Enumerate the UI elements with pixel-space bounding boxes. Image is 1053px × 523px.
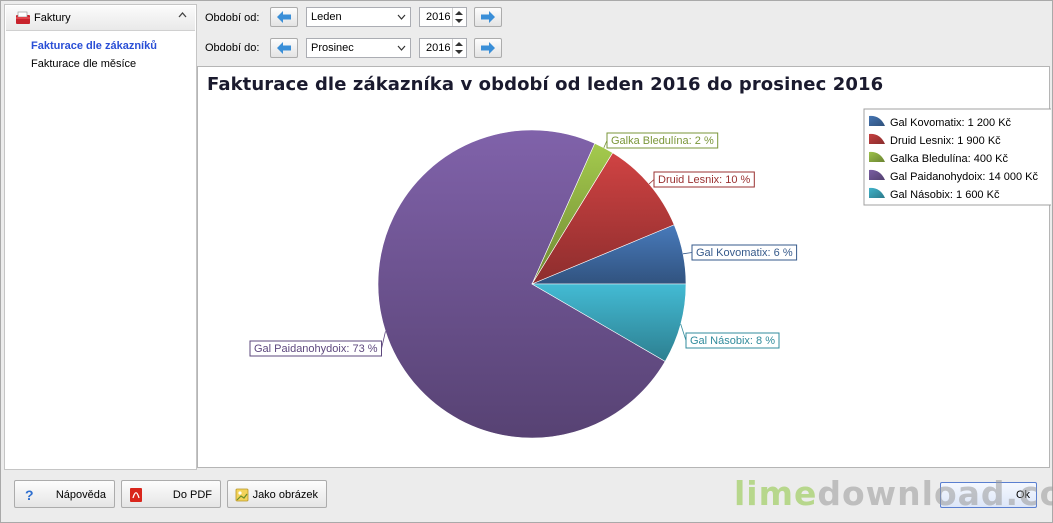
pdf-icon: [129, 487, 143, 503]
period-to-year-value: 2016: [426, 42, 451, 54]
watermark-part-download: download.com: [817, 474, 1053, 513]
sidebar-header-faktury[interactable]: Faktury: [6, 6, 195, 31]
stepper-up-icon[interactable]: [455, 11, 463, 15]
filter-bar: Období od: Leden 2016 Období do: Prosine…: [197, 4, 1050, 62]
data-label-gal-kovomatix: Gal Kovomatix: 6 %: [696, 247, 793, 259]
export-image-button[interactable]: Jako obrázek: [227, 480, 327, 508]
legend-swatch: [869, 115, 885, 126]
leader-line: [603, 140, 608, 148]
leader-line: [682, 252, 693, 255]
legend-swatch: [869, 187, 885, 198]
stepper-down-icon[interactable]: [455, 19, 463, 23]
data-label-gal-n-sobix: Gal Násobix: 8 %: [690, 335, 775, 347]
export-pdf-button[interactable]: Do PDF: [121, 480, 221, 508]
period-from-month-select[interactable]: Leden: [306, 7, 411, 27]
data-label-box: [606, 132, 719, 149]
export-image-button-label: Jako obrázek: [252, 489, 318, 501]
arrow-left-icon: [277, 42, 291, 54]
chart-panel: Fakturace dle zákazníka v období od lede…: [197, 66, 1051, 468]
chevron-down-icon: [397, 43, 406, 55]
year-stepper-arrows[interactable]: [452, 39, 466, 57]
chevron-up-icon[interactable]: [178, 11, 187, 22]
leader-line: [680, 323, 687, 341]
period-to-prev-button[interactable]: [270, 38, 298, 58]
period-from-month-value: Leden: [311, 11, 342, 23]
data-label-box: [249, 340, 382, 357]
data-label-gal-paidanohydoix: Gal Paidanohydoix: 73 %: [254, 343, 378, 355]
period-to-month-value: Prosinec: [311, 42, 354, 54]
arrow-right-icon: [481, 11, 495, 23]
arrow-left-icon: [277, 11, 291, 23]
legend-swatch: [869, 151, 885, 162]
data-label-box: [685, 332, 780, 349]
stepper-down-icon[interactable]: [455, 50, 463, 54]
period-to-month-select[interactable]: Prosinec: [306, 38, 411, 58]
legend-swatch: [869, 133, 885, 144]
sidebar-header-title: Faktury: [34, 12, 71, 24]
help-button-label: Nápověda: [55, 489, 106, 501]
legend-entry-gal-n-sobix: Gal Násobix: 1 600 Kč: [890, 189, 1000, 201]
period-from-label: Období od:: [205, 12, 260, 24]
ok-button-label: Ok: [1015, 489, 1030, 501]
data-label-druid-lesnix: Druid Lesnix: 10 %: [658, 174, 751, 186]
bottom-toolbar: ? Nápověda Do PDF Jako obrázek: [4, 470, 1050, 518]
year-stepper-arrows[interactable]: [452, 8, 466, 26]
legend-entry-gal-kovomatix: Gal Kovomatix: 1 200 Kč: [890, 117, 1012, 129]
pie-slice-gal-n-sobix: [530, 283, 687, 362]
leader-line: [381, 331, 386, 349]
ok-button[interactable]: Ok: [940, 482, 1037, 508]
data-label-box: [691, 244, 798, 261]
export-pdf-button-label: Do PDF: [172, 489, 212, 501]
pie-chart: Gal Kovomatix: 6 % Druid Lesnix: 10 % Galk…: [249, 108, 1051, 439]
svg-text:?: ?: [25, 487, 34, 503]
period-from-prev-button[interactable]: [270, 7, 298, 27]
period-to-label: Období do:: [205, 42, 260, 54]
chevron-down-icon: [397, 12, 406, 24]
legend-entry-gal-paidanohydoix: Gal Paidanohydoix: 14 000 Kč: [890, 171, 1038, 183]
sidebar-item-fakturace-dle-zakazniku[interactable]: Fakturace dle zákazníků: [31, 40, 157, 52]
sidebar: Faktury Fakturace dle zákazníků Fakturac…: [4, 4, 197, 470]
leader-line: [648, 179, 655, 185]
pie-slice-druid-lesnix: [531, 152, 675, 285]
period-from-next-button[interactable]: [474, 7, 502, 27]
help-button[interactable]: ? Nápověda: [14, 480, 115, 508]
legend-entry-galka-bledul-na: Galka Bledulína: 400 Kč: [890, 153, 1009, 165]
chart-title: Fakturace dle zákazníka v období od lede…: [207, 74, 884, 95]
stepper-up-icon[interactable]: [455, 42, 463, 46]
period-from-year-stepper[interactable]: 2016: [419, 7, 467, 27]
legend-box: [863, 108, 1051, 206]
image-icon: [235, 487, 249, 503]
watermark: limedownload.com: [734, 474, 1053, 513]
sidebar-item-fakturace-dle-mesice[interactable]: Fakturace dle měsíce: [31, 58, 137, 70]
data-label-galka-bledul-na: Galka Bledulína: 2 %: [611, 135, 714, 147]
period-from-year-value: 2016: [426, 11, 451, 23]
help-icon: ?: [22, 487, 36, 503]
data-label-box: [653, 171, 755, 188]
watermark-part-lime: lime: [734, 474, 818, 513]
period-to-year-stepper[interactable]: 2016: [419, 38, 467, 58]
period-to-next-button[interactable]: [474, 38, 502, 58]
legend-swatch: [869, 169, 885, 180]
legend-entry-druid-lesnix: Druid Lesnix: 1 900 Kč: [890, 135, 1001, 147]
arrow-right-icon: [481, 42, 495, 54]
invoice-folder-icon: [15, 11, 31, 25]
